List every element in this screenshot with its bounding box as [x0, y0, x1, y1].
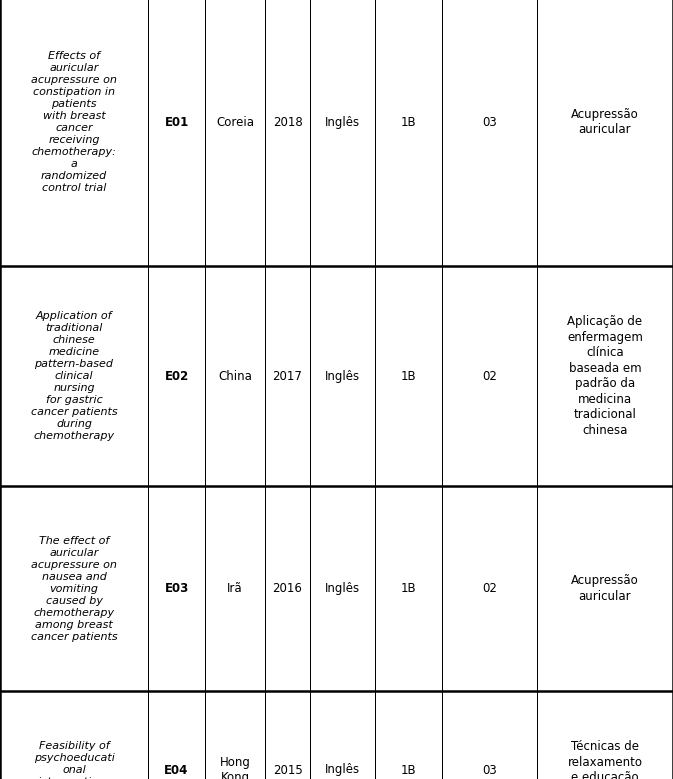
- Bar: [442, 0, 537, 266]
- Bar: [0, 486, 148, 691]
- Bar: [442, 266, 537, 486]
- Text: 02: 02: [482, 369, 497, 382]
- Bar: [537, 0, 673, 266]
- Bar: [310, 0, 375, 266]
- Bar: [442, 486, 537, 691]
- Text: E04: E04: [164, 763, 188, 777]
- Bar: [0, 0, 148, 266]
- Text: Acupressão
auricular: Acupressão auricular: [571, 574, 639, 603]
- Bar: [375, 691, 442, 779]
- Bar: [205, 266, 265, 486]
- Text: Acupressão
auricular: Acupressão auricular: [571, 108, 639, 136]
- Text: Inglês: Inglês: [325, 582, 360, 595]
- Text: 02: 02: [482, 582, 497, 595]
- Text: Feasibility of
psychoeducati
onal
interventions
in managing: Feasibility of psychoeducati onal interv…: [34, 741, 114, 779]
- Bar: [375, 486, 442, 691]
- Text: Irã: Irã: [227, 582, 243, 595]
- Text: E02: E02: [164, 369, 188, 382]
- Bar: [265, 0, 310, 266]
- Bar: [310, 691, 375, 779]
- Bar: [310, 266, 375, 486]
- Bar: [265, 691, 310, 779]
- Text: E01: E01: [164, 115, 188, 129]
- Text: Aplicação de
enfermagem
clínica
baseada em
padrão da
medicina
tradicional
chines: Aplicação de enfermagem clínica baseada …: [567, 315, 643, 437]
- Bar: [375, 0, 442, 266]
- Bar: [442, 691, 537, 779]
- Bar: [537, 486, 673, 691]
- Text: Application of
traditional
chinese
medicine
pattern-based
clinical
nursing
for g: Application of traditional chinese medic…: [31, 311, 117, 441]
- Bar: [0, 266, 148, 486]
- Text: 1B: 1B: [400, 582, 417, 595]
- Bar: [205, 0, 265, 266]
- Bar: [537, 691, 673, 779]
- Bar: [148, 486, 205, 691]
- Bar: [0, 691, 148, 779]
- Text: 2017: 2017: [273, 369, 302, 382]
- Bar: [148, 0, 205, 266]
- Text: Coreia: Coreia: [216, 115, 254, 129]
- Bar: [310, 486, 375, 691]
- Text: Effects of
auricular
acupressure on
constipation in
patients
with breast
cancer
: Effects of auricular acupressure on cons…: [31, 51, 117, 193]
- Bar: [375, 266, 442, 486]
- Text: 03: 03: [482, 115, 497, 129]
- Text: Inglês: Inglês: [325, 115, 360, 129]
- Bar: [265, 266, 310, 486]
- Text: 1B: 1B: [400, 763, 417, 777]
- Text: China: China: [218, 369, 252, 382]
- Text: 2018: 2018: [273, 115, 302, 129]
- Text: 03: 03: [482, 763, 497, 777]
- Text: 2016: 2016: [273, 582, 302, 595]
- Bar: [148, 691, 205, 779]
- Text: 1B: 1B: [400, 369, 417, 382]
- Text: Inglês: Inglês: [325, 763, 360, 777]
- Text: The effect of
auricular
acupressure on
nausea and
vomiting
caused by
chemotherap: The effect of auricular acupressure on n…: [31, 535, 117, 641]
- Bar: [205, 486, 265, 691]
- Text: 2015: 2015: [273, 763, 302, 777]
- Text: Técnicas de
relaxamento
e educação
em saúde: Técnicas de relaxamento e educação em sa…: [567, 740, 643, 779]
- Text: 1B: 1B: [400, 115, 417, 129]
- Bar: [265, 486, 310, 691]
- Bar: [205, 691, 265, 779]
- Bar: [148, 266, 205, 486]
- Text: Hong
Kong: Hong Kong: [219, 756, 250, 779]
- Text: Inglês: Inglês: [325, 369, 360, 382]
- Text: E03: E03: [164, 582, 188, 595]
- Bar: [537, 266, 673, 486]
